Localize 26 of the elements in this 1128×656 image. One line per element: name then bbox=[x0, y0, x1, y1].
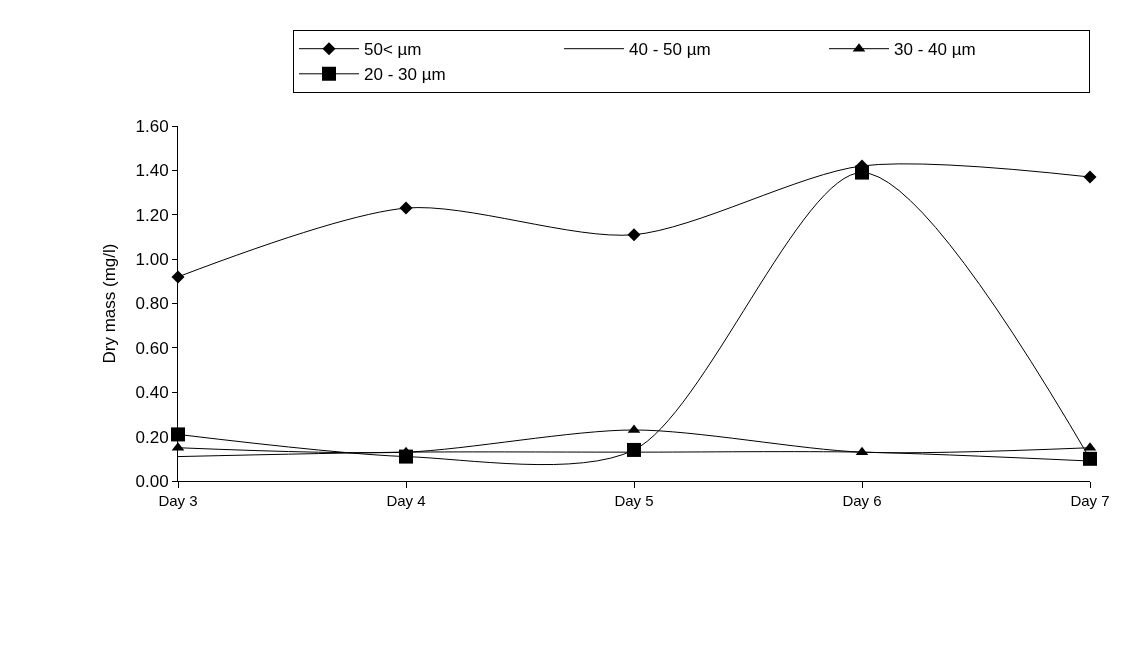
y-tick-label: 0.20 bbox=[135, 427, 169, 447]
y-tick-label: 0.60 bbox=[135, 338, 169, 358]
legend-label: 30 - 40 µm bbox=[894, 40, 976, 60]
x-tick-label: Day 7 bbox=[1070, 492, 1110, 509]
legend-label: 50< µm bbox=[364, 40, 422, 60]
legend-label: 20 - 30 µm bbox=[364, 65, 446, 85]
y-tick-label: 0.40 bbox=[135, 383, 169, 403]
y-tick-label: 1.40 bbox=[135, 161, 169, 181]
x-tick-label: Day 4 bbox=[386, 492, 426, 509]
x-tick-label: Day 5 bbox=[614, 492, 654, 509]
point bbox=[855, 165, 869, 180]
y-tick-label: 0.80 bbox=[135, 294, 169, 314]
y-tick-label: 0.00 bbox=[135, 471, 169, 491]
point bbox=[1083, 451, 1097, 466]
y-tick-label: 1.20 bbox=[135, 205, 169, 225]
point bbox=[627, 228, 641, 242]
y-axis-title: Dry mass (mg/l) bbox=[100, 243, 120, 364]
y-tick-label: 1.60 bbox=[135, 116, 169, 136]
point bbox=[1083, 170, 1097, 184]
legend-label: 40 - 50 µm bbox=[629, 40, 711, 60]
x-tick-label: Day 6 bbox=[842, 492, 882, 509]
point bbox=[627, 442, 641, 457]
y-tick-label: 1.00 bbox=[135, 250, 169, 270]
point bbox=[171, 427, 185, 442]
point bbox=[399, 201, 413, 215]
x-tick-label: Day 3 bbox=[158, 492, 198, 509]
